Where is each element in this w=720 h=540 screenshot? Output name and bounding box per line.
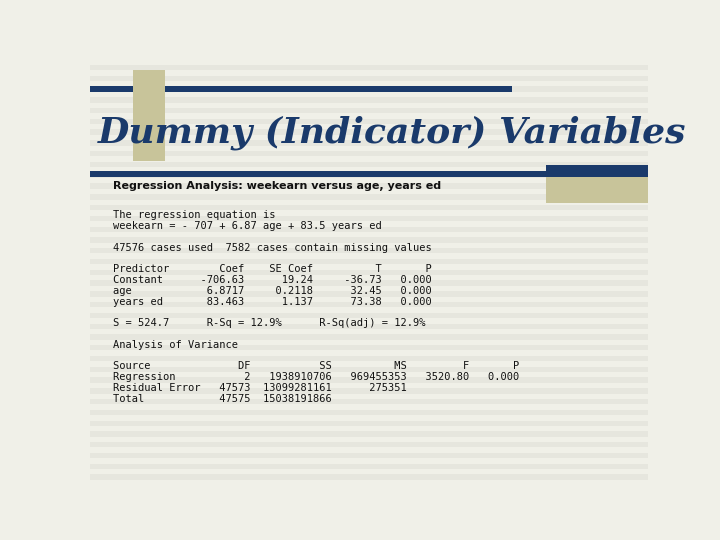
Bar: [90, 269, 648, 275]
Bar: [90, 194, 648, 200]
Bar: [90, 162, 648, 167]
Bar: [90, 215, 648, 221]
Text: Source              DF           SS          MS         F       P: Source DF SS MS F P: [113, 361, 520, 372]
Bar: [90, 248, 648, 253]
Bar: [90, 171, 648, 177]
Text: 47576 cases used  7582 cases contain missing values: 47576 cases used 7582 cases contain miss…: [113, 242, 432, 253]
Bar: [90, 291, 648, 296]
Text: S = 524.7      R-Sq = 12.9%      R-Sq(adj) = 12.9%: S = 524.7 R-Sq = 12.9% R-Sq(adj) = 12.9%: [113, 318, 426, 328]
Bar: [90, 173, 648, 178]
Bar: [546, 171, 648, 204]
Bar: [90, 205, 648, 211]
Bar: [90, 356, 648, 361]
Text: age            6.8717     0.2118      32.45   0.000: age 6.8717 0.2118 32.45 0.000: [113, 286, 432, 296]
Bar: [90, 140, 648, 146]
Text: Predictor        Coef    SE Coef          T       P: Predictor Coef SE Coef T P: [113, 264, 432, 274]
Bar: [90, 399, 648, 404]
Text: weekearn = - 707 + 6.87 age + 83.5 years ed: weekearn = - 707 + 6.87 age + 83.5 years…: [113, 221, 382, 231]
Bar: [90, 377, 648, 383]
Text: Regression           2   1938910706   969455353   3520.80   0.000: Regression 2 1938910706 969455353 3520.8…: [113, 372, 520, 382]
Bar: [90, 334, 648, 340]
Bar: [90, 442, 648, 448]
Bar: [90, 410, 648, 415]
Bar: [90, 388, 648, 394]
Bar: [90, 237, 648, 242]
Bar: [90, 485, 648, 491]
Bar: [90, 323, 648, 329]
Bar: [90, 453, 648, 458]
Bar: [90, 86, 648, 92]
Bar: [90, 130, 648, 135]
Bar: [90, 151, 648, 157]
Bar: [90, 76, 648, 81]
Text: Constant      -706.63      19.24     -36.73   0.000: Constant -706.63 19.24 -36.73 0.000: [113, 275, 432, 285]
Bar: [90, 475, 648, 480]
Bar: [90, 119, 648, 124]
Bar: [90, 313, 648, 318]
Bar: [90, 65, 648, 70]
Bar: [546, 165, 648, 171]
Text: Analysis of Variance: Analysis of Variance: [113, 340, 238, 350]
Bar: [90, 367, 648, 372]
Bar: [90, 464, 648, 469]
Text: years ed       83.463      1.137      73.38   0.000: years ed 83.463 1.137 73.38 0.000: [113, 296, 432, 307]
Text: Regression Analysis: weekearn versus age, years ed: Regression Analysis: weekearn versus age…: [113, 181, 441, 191]
Text: Dummy (Indicator) Variables: Dummy (Indicator) Variables: [98, 115, 686, 150]
Text: The regression equation is: The regression equation is: [113, 211, 276, 220]
Bar: [90, 85, 513, 92]
Bar: [90, 226, 648, 232]
Bar: [90, 421, 648, 426]
Bar: [90, 108, 648, 113]
Bar: [90, 280, 648, 286]
Bar: [90, 431, 648, 437]
Text: Total            47575  15038191866: Total 47575 15038191866: [113, 394, 332, 403]
Bar: [90, 302, 648, 307]
Bar: [90, 97, 648, 103]
Bar: [90, 184, 648, 189]
Bar: [90, 345, 648, 350]
Bar: [90, 259, 648, 264]
Text: Residual Error   47573  13099281161      275351: Residual Error 47573 13099281161 275351: [113, 383, 407, 393]
Bar: [132, 70, 165, 161]
